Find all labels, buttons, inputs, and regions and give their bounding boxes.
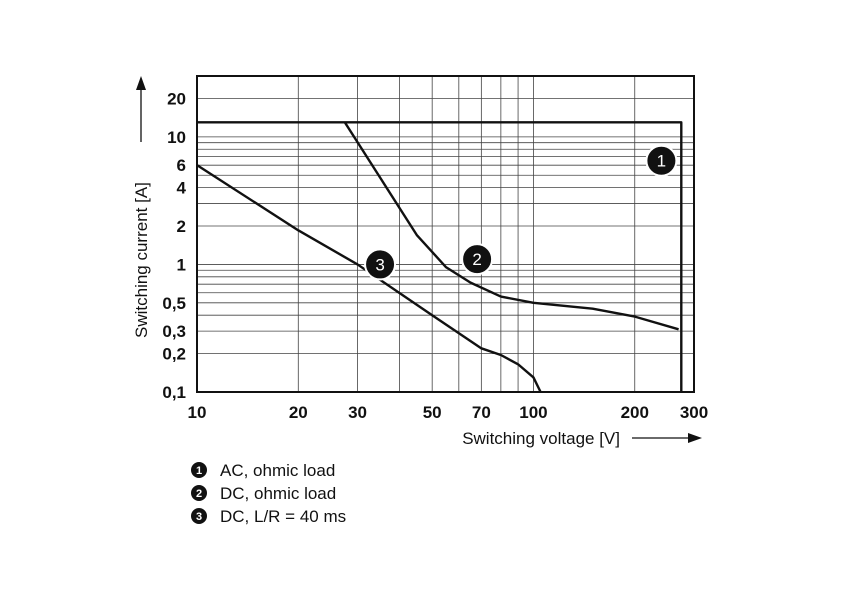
series-1-marker <box>645 144 678 177</box>
series-3-marker <box>364 248 397 281</box>
series-3-marker-label: 3 <box>375 255 384 274</box>
x-tick-label: 50 <box>423 403 442 422</box>
y-tick-label: 2 <box>177 217 186 236</box>
x-axis-title: Switching voltage [V] <box>462 429 620 448</box>
x-tick-label: 100 <box>519 403 547 422</box>
x-axis-arrow-head <box>688 433 702 443</box>
series-1-marker-label: 1 <box>657 152 666 171</box>
y-tick-label: 20 <box>167 89 186 108</box>
series-1-line <box>197 121 683 392</box>
legend-marker-number: 3 <box>196 511 202 523</box>
legend-marker <box>191 508 207 524</box>
x-tick-label: 10 <box>188 403 207 422</box>
legend: 1 AC, ohmic load 2 DC, ohmic load 3 DC, L/R =… <box>191 461 346 526</box>
y-axis-arrow-head <box>136 76 146 90</box>
y-axis-title: Switching current [A] <box>132 182 151 338</box>
legend-label: DC, ohmic load <box>220 484 336 503</box>
series-layer: 1 2 3 <box>196 121 683 393</box>
plot-frame <box>196 75 695 393</box>
x-axis-arrow <box>632 433 702 443</box>
x-tick-labels: 10 20 30 50 70 100 200 300 <box>188 403 709 422</box>
legend-item: 1 AC, ohmic load <box>191 461 335 480</box>
y-tick-label: 0,5 <box>162 294 186 313</box>
y-tick-label: 10 <box>167 128 186 147</box>
y-tick-labels: 0,1 0,2 0,3 0,5 1 2 4 6 10 20 <box>162 89 186 402</box>
x-tick-label: 200 <box>621 403 649 422</box>
y-tick-label: 0,2 <box>162 345 186 364</box>
x-tick-label: 30 <box>348 403 367 422</box>
legend-marker-number: 2 <box>196 488 202 500</box>
x-tick-label: 300 <box>680 403 708 422</box>
y-axis-arrow <box>136 76 146 142</box>
series-2-marker <box>461 243 494 276</box>
legend-marker <box>191 462 207 478</box>
x-tick-label: 70 <box>472 403 491 422</box>
series-2-line <box>343 121 679 331</box>
y-tick-label: 0,1 <box>162 383 186 402</box>
legend-item: 3 DC, L/R = 40 ms <box>191 507 346 526</box>
legend-marker <box>191 485 207 501</box>
y-tick-label: 4 <box>177 179 187 198</box>
series-3-line <box>196 164 542 393</box>
legend-label: DC, L/R = 40 ms <box>220 507 346 526</box>
y-tick-label: 1 <box>177 255 186 274</box>
legend-label: AC, ohmic load <box>220 461 335 480</box>
x-tick-label: 20 <box>289 403 308 422</box>
series-2-marker-label: 2 <box>472 250 481 269</box>
legend-item: 2 DC, ohmic load <box>191 484 336 503</box>
legend-marker-number: 1 <box>196 465 202 477</box>
y-tick-label: 0,3 <box>162 322 186 341</box>
y-tick-label: 6 <box>177 156 186 175</box>
